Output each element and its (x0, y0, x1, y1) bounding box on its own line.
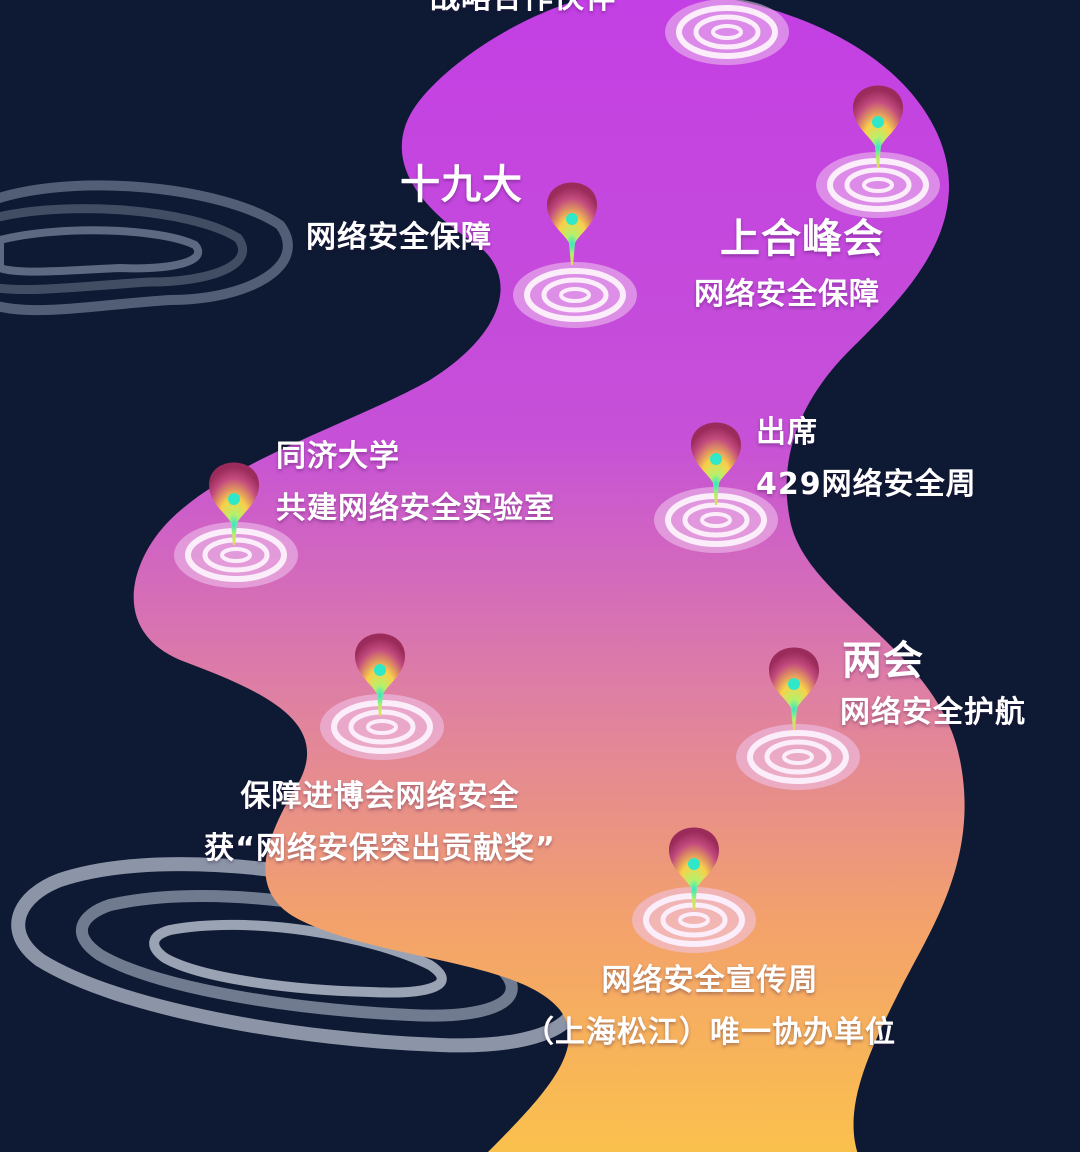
milestone-429-line2: 429网络安全周 (756, 467, 977, 502)
milestone-label-publicity: 网络安全宣传周 （上海松江）唯一协办单位 (480, 958, 940, 1056)
milestone-ciie-line1: 保障进博会网络安全 (240, 779, 520, 814)
milestone-label-two-sessions: 两会 (842, 636, 924, 686)
milestone-label-sco: 上合峰会 (720, 214, 884, 264)
milestone-ciie-line2: 获“网络安保突出贡献奖” (204, 831, 556, 866)
milestone-publicity-line1: 网络安全宣传周 (601, 963, 819, 998)
milestone-sco-line2: 网络安全保障 (694, 277, 880, 312)
milestone-label-ciie: 保障进博会网络安全 获“网络安保突出贡献奖” (160, 774, 600, 872)
milestone-429-line1: 出席 (756, 415, 818, 450)
water-ripple-upper-left (0, 180, 293, 316)
milestone-top-line1: 战略合作伙伴 (430, 0, 616, 22)
milestone-label-top: 战略合作伙伴 (430, 0, 616, 22)
milestone-congress-line2: 网络安全保障 (306, 220, 492, 255)
milestone-publicity-line2: （上海松江）唯一协办单位 (524, 1015, 896, 1050)
milestone-tongji-line1: 同济大学 (276, 439, 400, 474)
milestone-marker-congress (513, 262, 637, 328)
milestone-label-congress-sub: 网络安全保障 (306, 215, 492, 261)
milestone-two-sessions-title: 两会 (842, 638, 924, 684)
milestone-label-429: 出席 429网络安全周 (756, 410, 977, 508)
milestone-label-tongji: 同济大学 共建网络安全实验室 (276, 434, 555, 532)
milestone-sco-title: 上合峰会 (720, 216, 884, 262)
milestone-label-congress: 十九大 (400, 160, 523, 210)
milestone-label-sco-sub: 网络安全保障 (694, 272, 880, 318)
milestone-congress-title: 十九大 (400, 162, 523, 208)
river-shape (133, 0, 965, 1152)
milestone-marker-top (665, 0, 789, 65)
milestone-two-sessions-line2: 网络安全护航 (840, 695, 1026, 730)
milestone-label-two-sessions-sub: 网络安全护航 (840, 690, 1026, 736)
milestone-tongji-line2: 共建网络安全实验室 (276, 491, 555, 526)
